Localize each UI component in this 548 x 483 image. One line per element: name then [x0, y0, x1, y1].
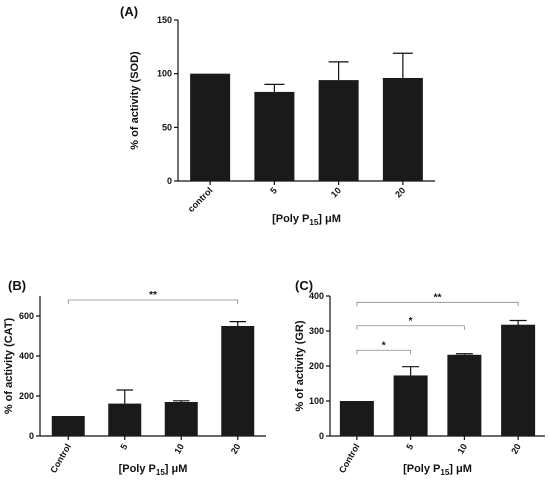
bar	[382, 77, 423, 181]
y-tick-label: 200	[309, 361, 324, 371]
panel-label: (B)	[8, 278, 26, 293]
bar	[339, 401, 374, 436]
y-tick-label: 0	[29, 431, 34, 441]
y-tick-label: 400	[19, 351, 34, 361]
panel-label: (C)	[295, 278, 313, 293]
bar	[254, 91, 295, 181]
y-tick-label: 0	[167, 176, 172, 186]
bar	[501, 324, 536, 436]
category-label: 20	[509, 442, 523, 456]
y-tick-label: 100	[309, 396, 324, 406]
chart-panel-1: (A) 0 50 100 150 control 5 10 20 % of activity (S…	[120, 4, 435, 227]
y-tick-label: 150	[157, 15, 172, 25]
bar	[318, 80, 359, 181]
x-axis-title: [Poly P15] μM	[119, 463, 188, 477]
y-tick-label: 300	[309, 326, 324, 336]
y-tick-label: 400	[309, 291, 324, 301]
significance-label: **	[434, 292, 442, 303]
y-tick-label: 200	[19, 391, 34, 401]
category-label: Control	[48, 442, 73, 475]
bar	[164, 402, 198, 436]
y-axis-title: % of activity (GR)	[294, 320, 306, 411]
y-tick-label: 600	[19, 311, 34, 321]
category-label: 5	[268, 185, 279, 196]
significance-bracket	[356, 301, 519, 307]
x-axis-title: [Poly P15] μM	[403, 463, 472, 477]
y-axis-title: % of activity (CAT)	[3, 317, 15, 414]
category-label: 10	[329, 185, 343, 199]
y-tick-label: 0	[319, 431, 324, 441]
y-tick-label: 50	[162, 122, 172, 132]
chart-panel-2: (B) 0 200 400 600 Control 5 10 20 ** % of activity…	[3, 278, 266, 477]
x-axis-title: [Poly P15] μM	[272, 213, 341, 227]
category-label: 20	[229, 442, 243, 456]
bar	[51, 416, 85, 436]
category-label: control	[186, 185, 215, 214]
category-label: 10	[172, 442, 186, 456]
category-label: 5	[118, 442, 129, 451]
bar	[221, 326, 255, 436]
category-label: 10	[455, 442, 469, 456]
y-tick-label: 100	[157, 69, 172, 79]
significance-bracket	[356, 349, 412, 355]
bar	[108, 403, 142, 436]
significance-label: **	[149, 290, 157, 301]
significance-bracket	[67, 299, 239, 304]
significance-label: *	[409, 316, 413, 327]
category-label: Control	[337, 442, 362, 475]
panel-label: (A)	[120, 4, 138, 19]
bar	[447, 354, 482, 436]
significance-label: *	[382, 340, 386, 351]
bar	[393, 375, 428, 436]
significance-bracket	[356, 325, 465, 330]
category-label: 5	[404, 442, 415, 451]
bar	[190, 73, 231, 181]
category-label: 20	[393, 185, 407, 199]
y-axis-title: % of activity (SOD)	[129, 51, 141, 150]
